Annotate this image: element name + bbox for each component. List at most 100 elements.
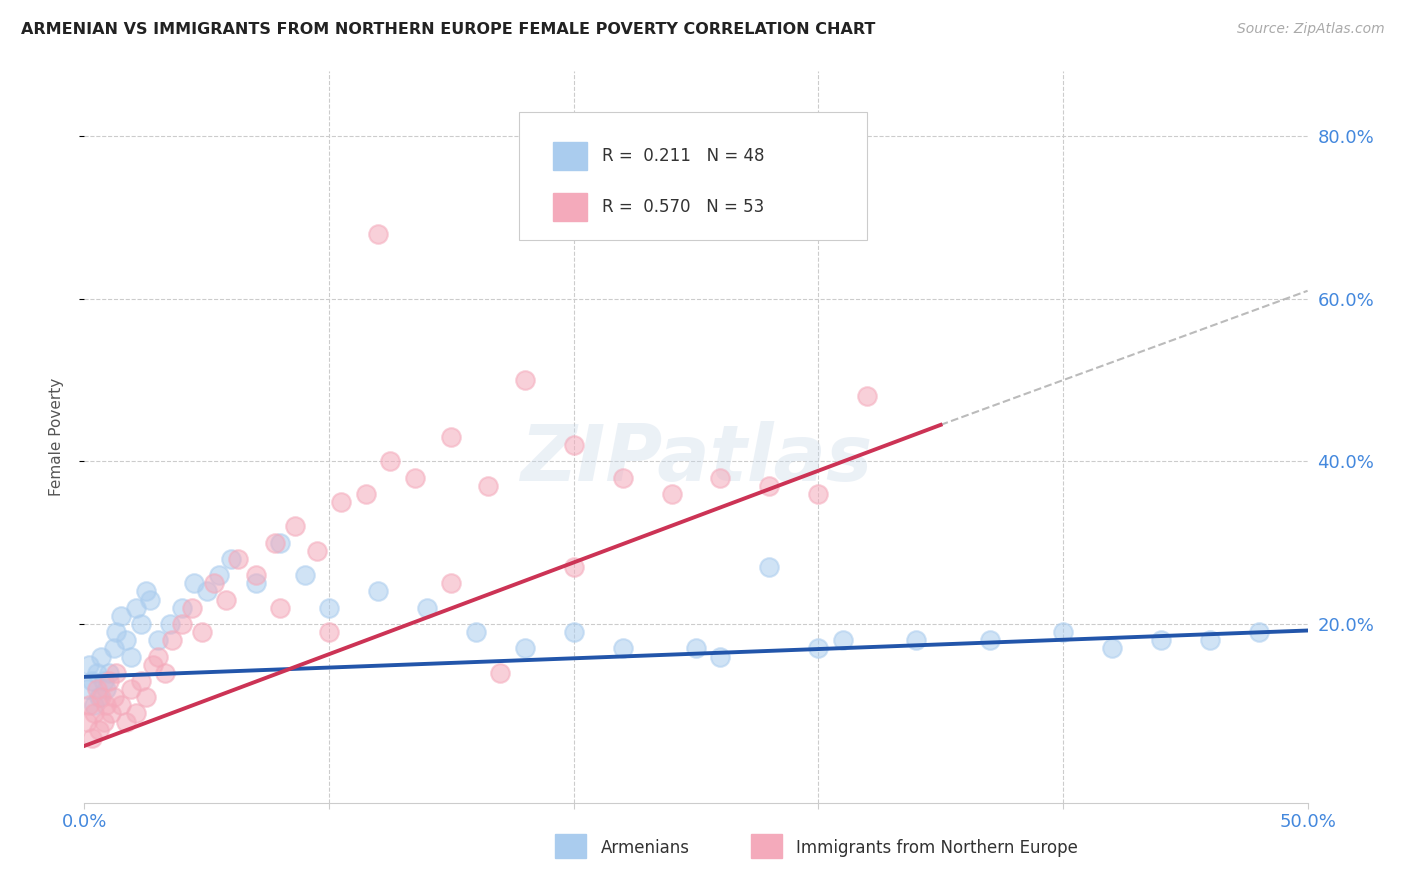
Point bbox=[612, 641, 634, 656]
Point bbox=[354, 487, 377, 501]
Point bbox=[905, 633, 928, 648]
Point bbox=[709, 649, 731, 664]
Point bbox=[264, 535, 287, 549]
Point bbox=[172, 600, 194, 615]
Point bbox=[90, 690, 112, 705]
Point bbox=[96, 698, 118, 713]
Point bbox=[758, 560, 780, 574]
Point bbox=[612, 471, 634, 485]
Point bbox=[1150, 633, 1173, 648]
Point bbox=[562, 625, 585, 640]
Point bbox=[269, 535, 291, 549]
Point bbox=[208, 568, 231, 582]
Point bbox=[416, 600, 439, 615]
Point bbox=[129, 673, 152, 688]
Point bbox=[105, 625, 128, 640]
Point bbox=[76, 681, 98, 696]
Point bbox=[115, 714, 138, 729]
Point bbox=[97, 673, 120, 688]
Bar bbox=[751, 834, 782, 858]
Point bbox=[245, 576, 267, 591]
Point bbox=[142, 657, 165, 672]
Text: ARMENIAN VS IMMIGRANTS FROM NORTHERN EUROPE FEMALE POVERTY CORRELATION CHART: ARMENIAN VS IMMIGRANTS FROM NORTHERN EUR… bbox=[21, 22, 876, 37]
Point bbox=[305, 544, 328, 558]
FancyBboxPatch shape bbox=[519, 112, 868, 240]
Point bbox=[661, 487, 683, 501]
Bar bbox=[553, 142, 588, 169]
Point bbox=[120, 681, 142, 696]
Point bbox=[105, 665, 128, 680]
Point bbox=[685, 641, 707, 656]
Point bbox=[87, 723, 110, 737]
Point bbox=[1052, 625, 1074, 640]
Point bbox=[76, 714, 98, 729]
Point bbox=[159, 617, 181, 632]
Point bbox=[181, 600, 204, 615]
Bar bbox=[555, 834, 586, 858]
Point bbox=[1101, 641, 1123, 656]
Point bbox=[129, 617, 152, 632]
Point bbox=[807, 641, 830, 656]
Point bbox=[191, 625, 214, 640]
Point bbox=[86, 665, 108, 680]
Point bbox=[330, 495, 353, 509]
Point bbox=[77, 698, 100, 713]
Point bbox=[513, 373, 536, 387]
Point bbox=[100, 706, 122, 721]
Point bbox=[856, 389, 879, 403]
Point bbox=[135, 690, 157, 705]
Point bbox=[562, 438, 585, 452]
Point bbox=[153, 665, 176, 680]
Point bbox=[513, 641, 536, 656]
Point bbox=[103, 641, 125, 656]
Point bbox=[162, 633, 184, 648]
Point bbox=[90, 649, 112, 664]
Point bbox=[979, 633, 1001, 648]
Point bbox=[77, 657, 100, 672]
Point bbox=[86, 681, 108, 696]
Point bbox=[110, 608, 132, 623]
Point bbox=[172, 617, 194, 632]
Point bbox=[228, 552, 250, 566]
Point bbox=[269, 600, 291, 615]
Point bbox=[110, 698, 132, 713]
Point bbox=[96, 681, 118, 696]
Point bbox=[93, 673, 115, 688]
Point bbox=[215, 592, 238, 607]
Point bbox=[294, 568, 316, 582]
Point bbox=[318, 625, 340, 640]
Point bbox=[807, 487, 830, 501]
Point bbox=[125, 600, 148, 615]
Point bbox=[83, 698, 105, 713]
Point bbox=[146, 633, 169, 648]
Point bbox=[87, 690, 110, 705]
Point bbox=[202, 576, 225, 591]
Point bbox=[115, 633, 138, 648]
Point bbox=[489, 665, 512, 680]
Text: R =  0.570   N = 53: R = 0.570 N = 53 bbox=[602, 198, 763, 216]
Point bbox=[477, 479, 499, 493]
Point bbox=[831, 633, 853, 648]
Point bbox=[367, 227, 389, 241]
Point bbox=[125, 706, 148, 721]
Text: R =  0.211   N = 48: R = 0.211 N = 48 bbox=[602, 147, 765, 165]
Point bbox=[183, 576, 205, 591]
Point bbox=[318, 600, 340, 615]
Text: Source: ZipAtlas.com: Source: ZipAtlas.com bbox=[1237, 22, 1385, 37]
Point bbox=[709, 471, 731, 485]
Point bbox=[103, 690, 125, 705]
Point bbox=[367, 584, 389, 599]
Point bbox=[195, 584, 218, 599]
Point bbox=[1247, 625, 1270, 640]
Point bbox=[440, 430, 463, 444]
Point bbox=[245, 568, 267, 582]
Point bbox=[80, 731, 103, 745]
Point bbox=[93, 714, 115, 729]
Point bbox=[219, 552, 242, 566]
Point bbox=[97, 665, 120, 680]
Point bbox=[440, 576, 463, 591]
Point bbox=[404, 471, 426, 485]
Point bbox=[139, 592, 162, 607]
Point bbox=[146, 649, 169, 664]
Point bbox=[758, 479, 780, 493]
